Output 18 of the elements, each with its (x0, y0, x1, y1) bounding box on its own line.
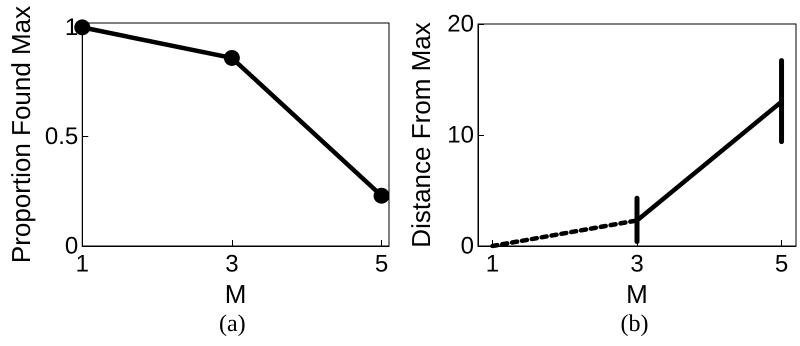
y-axis-title: Distance From Max (406, 22, 436, 248)
y-tick-label: 0.5 (44, 123, 78, 150)
y-tick-label: 10 (447, 122, 474, 148)
x-axis-title: M (626, 278, 648, 309)
text: (a) (219, 311, 246, 337)
x-tick-label: 3 (630, 250, 644, 278)
x-tick-label: 3 (225, 250, 239, 278)
y-tick-label: 0 (460, 232, 474, 260)
x-tick-label: 5 (374, 250, 388, 278)
point (224, 50, 240, 66)
y-axis-title: Proportion Found Max (6, 6, 36, 264)
point (374, 188, 390, 204)
x-tick-label: 1 (486, 250, 500, 278)
x-axis-title: M (224, 278, 246, 309)
y-tick-label: 0 (64, 232, 78, 260)
text: (b) (620, 311, 648, 337)
y-tick-label: 20 (447, 10, 474, 38)
x-tick-label: 5 (774, 250, 788, 278)
